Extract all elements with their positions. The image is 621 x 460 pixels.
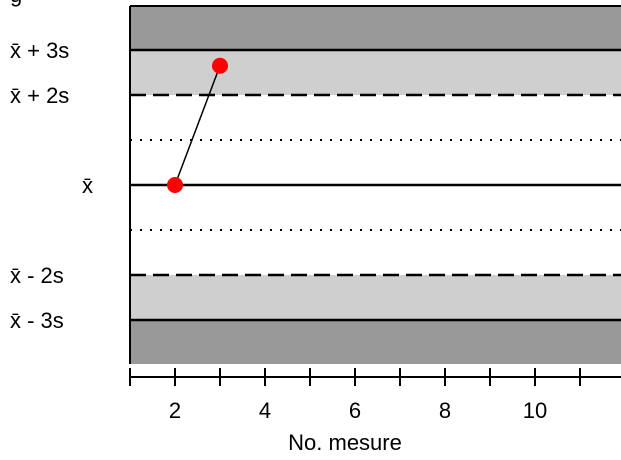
control-band-3	[130, 320, 621, 364]
control-band-2	[130, 275, 621, 320]
control-limit-label-1: x̄ + 2s	[10, 83, 69, 108]
control-lines	[129, 5, 621, 364]
x-tick-label-10: 10	[523, 398, 547, 423]
data-point-0-0	[167, 177, 183, 193]
data-point-0-1	[212, 57, 228, 74]
control-limit-label-6: x̄ - 3s	[10, 308, 64, 333]
control-band-1	[130, 50, 621, 95]
data-series	[167, 57, 228, 193]
control-band-0	[130, 6, 621, 50]
control-limit-label-0: x̄ + 3s	[10, 38, 69, 63]
series-line-0	[174, 65, 221, 186]
control-limit-label-5: x̄ - 2s	[10, 263, 64, 288]
x-tick-label-2: 2	[169, 398, 181, 423]
cropped-top-label: g	[10, 0, 22, 7]
control-limit-label-3: x̄	[82, 173, 93, 198]
x-axis-label: No. mesure	[288, 430, 402, 455]
x-axis: 2 4 6 8 10	[129, 368, 621, 423]
x-tick-label-8: 8	[439, 398, 451, 423]
control-limit-labels: x̄ + 3s x̄ + 2s x̄ x̄ - 2s x̄ - 3s	[10, 38, 93, 333]
x-tick-label-4: 4	[259, 398, 271, 423]
control-bands	[130, 6, 621, 364]
x-tick-label-6: 6	[349, 398, 361, 423]
